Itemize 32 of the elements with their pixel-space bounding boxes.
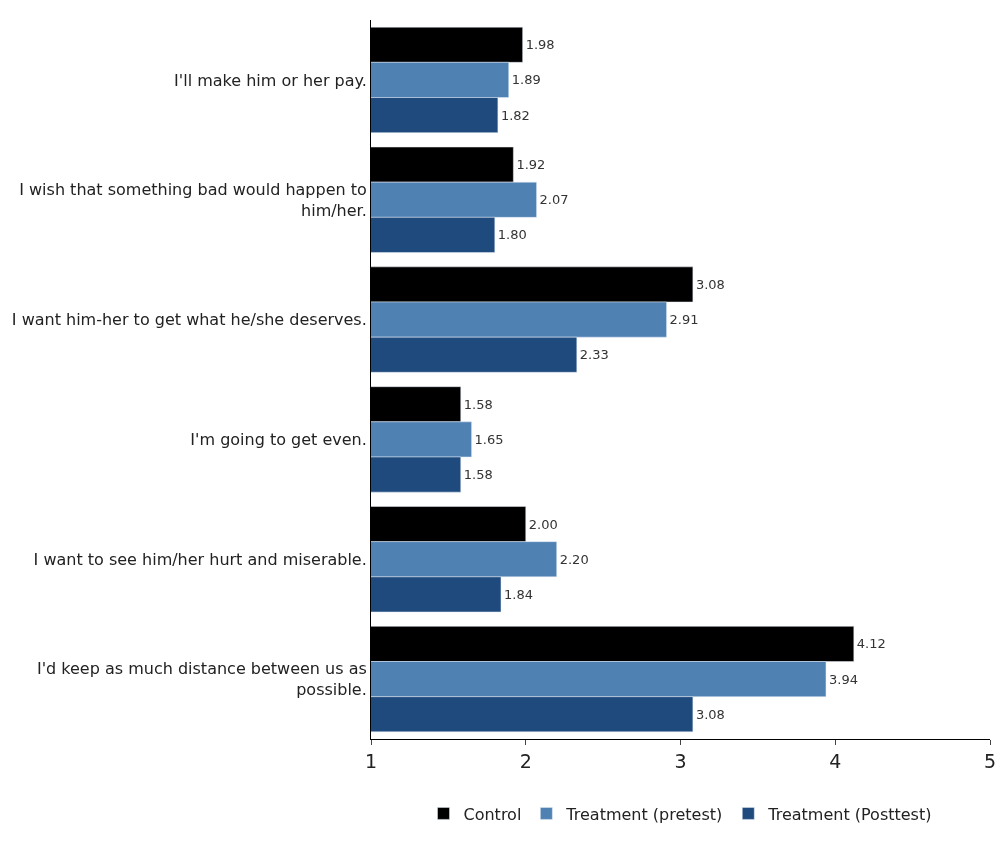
x-tick-label: 5 (983, 749, 997, 772)
data-label: 2.33 (579, 347, 609, 363)
legend-label: Treatment (Posttest) (767, 804, 932, 824)
data-label: 1.98 (525, 37, 555, 53)
y-tick-label: I'll make him or her pay. (174, 70, 367, 90)
data-label: 3.94 (828, 671, 858, 687)
data-label: 1.80 (497, 227, 527, 243)
y-tick-label: I want him-her to get what he/she deserves. (11, 310, 367, 330)
data-label: 1.82 (500, 107, 530, 123)
data-label: 1.92 (516, 157, 546, 173)
data-label: 1.58 (463, 396, 493, 412)
data-label: 3.08 (695, 276, 725, 292)
data-label: 2.91 (669, 312, 699, 328)
data-label: 1.89 (511, 72, 541, 88)
data-label: 1.58 (463, 467, 493, 483)
data-label: 2.07 (539, 192, 569, 208)
data-label: 1.84 (503, 586, 533, 602)
data-label: 2.20 (559, 551, 589, 567)
legend-label: Treatment (pretest) (565, 804, 723, 824)
y-tick-label: I'd keep as much distance between us as possible. (36, 659, 367, 700)
x-tick-label: 4 (829, 749, 842, 772)
legend-label: Control (463, 804, 522, 824)
data-label: 4.12 (856, 636, 886, 652)
data-label: 1.65 (474, 431, 504, 447)
y-tick-label: I wish that something bad would happen to him/her. (19, 179, 367, 220)
data-label: 2.00 (528, 516, 558, 532)
x-tick-label: 3 (674, 749, 687, 772)
x-tick-label: 2 (519, 749, 532, 772)
y-tick-label: I want to see him/her hurt and miserable. (33, 549, 367, 569)
x-tick-label: 1 (364, 749, 378, 772)
y-tick-label: I'm going to get even. (190, 430, 367, 450)
data-label: 3.08 (695, 706, 725, 722)
